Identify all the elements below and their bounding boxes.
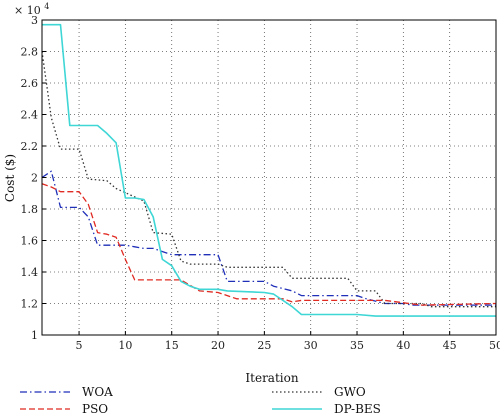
x-tick-label: 25	[257, 339, 271, 352]
y-tick-label: 2.4	[21, 109, 39, 122]
y-tick-label: 1	[31, 329, 38, 342]
legend-label-gwo: GWO	[334, 385, 366, 399]
x-axis-label: Iteration	[245, 371, 298, 385]
y-multiplier-exponent: 4	[44, 2, 49, 11]
y-tick-label: 2.8	[21, 46, 39, 59]
series-lines	[41, 23, 497, 317]
axis-ticks: 5 10 15 20 25 30 35 40 45 50 1 1.2 1.4 1.6 1.8 2 2.2 2.4 2…	[21, 14, 500, 352]
x-tick-label: 20	[211, 339, 225, 352]
series-line-gwo	[41, 51, 496, 308]
x-tick-label: 40	[396, 339, 410, 352]
legend-label-dp-bes: DP-BES	[334, 402, 381, 416]
y-tick-label: 1.2	[21, 298, 39, 311]
y-multiplier-base: × 10	[14, 4, 41, 17]
legend: WOA GWO PSO DP-BES	[20, 385, 381, 416]
y-tick-label: 1.6	[21, 235, 39, 248]
x-tick-label: 5	[76, 339, 83, 352]
y-tick-label: 1.4	[21, 266, 39, 279]
y-tick-label: 2	[31, 172, 38, 185]
legend-label-woa: WOA	[82, 385, 113, 399]
y-axis-label: Cost ($)	[3, 154, 17, 202]
grid	[42, 20, 496, 335]
series-line-dp-bes	[42, 23, 496, 317]
x-tick-label: 35	[350, 339, 364, 352]
y-tick-label: 2.6	[21, 77, 39, 90]
y-multiplier: × 10 4	[14, 2, 49, 17]
x-tick-label: 45	[443, 339, 457, 352]
x-tick-label: 10	[118, 339, 132, 352]
x-tick-label: 50	[489, 339, 500, 352]
series-line-pso	[41, 183, 497, 306]
y-tick-label: 1.8	[21, 203, 39, 216]
y-tick-label: 3	[31, 14, 38, 27]
x-tick-label: 15	[165, 339, 179, 352]
x-tick-label: 30	[304, 339, 318, 352]
series-line-woa	[41, 170, 496, 306]
legend-label-pso: PSO	[82, 402, 108, 416]
y-tick-label: 2.2	[21, 140, 39, 153]
